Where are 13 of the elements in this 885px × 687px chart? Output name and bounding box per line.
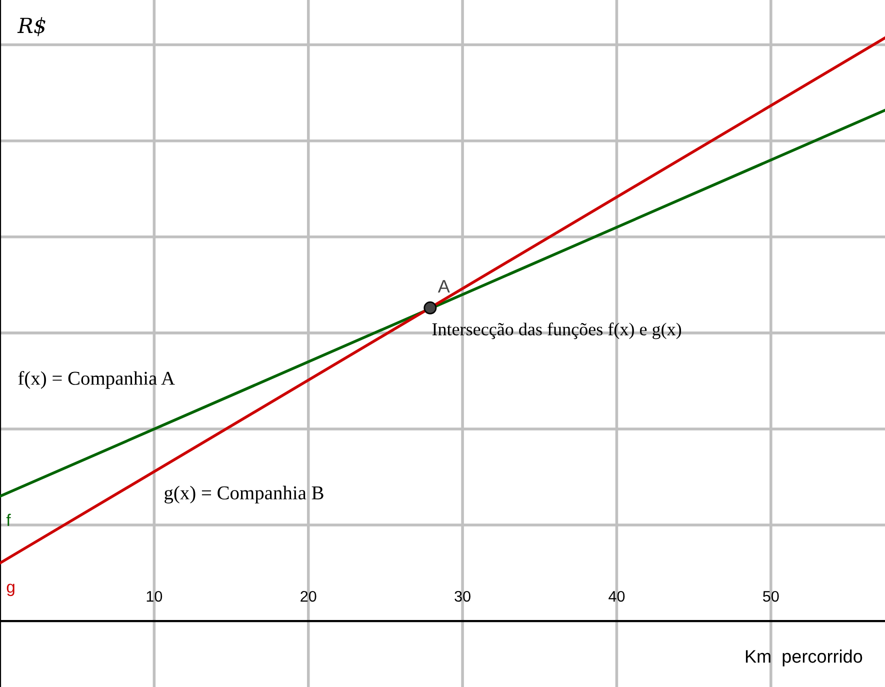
x-tick-label: 50 [763,590,779,602]
series-label: g [6,584,14,596]
x-tick-label: 40 [608,590,625,602]
series-label: A [438,280,450,293]
annotation: Intersecção das funções f(x) e g(x) [432,322,682,340]
x-tick-label: 20 [300,590,316,602]
x-tick-label: 30 [454,590,470,602]
x-axis-title: Km percorrido [746,650,862,666]
annotation: g(x) = Companhia B [164,486,324,504]
annotation: f(x) = Companhia A [18,370,175,389]
x-tick-label: 10 [146,590,162,602]
series-label: f [6,514,11,526]
y-axis-title: R$ [17,17,46,36]
